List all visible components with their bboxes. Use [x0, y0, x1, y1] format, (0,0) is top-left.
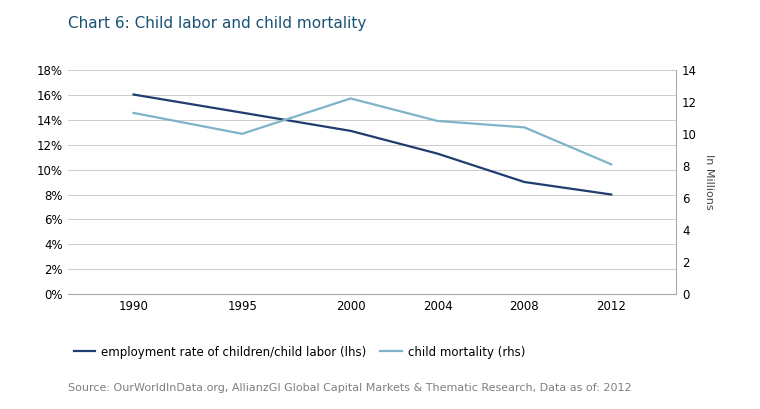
employment rate of children/child labor (lhs)	[433, 151, 442, 156]
employment rate of children/child labor (lhs)	[346, 128, 355, 133]
child mortality (rhs)	[238, 131, 247, 136]
Text: Chart 6: Child labor and child mortality: Chart 6: Child labor and child mortality	[68, 16, 367, 31]
child mortality (rhs)	[606, 162, 616, 167]
employment rate of children/child labor (lhs)	[606, 192, 616, 197]
child mortality (rhs)	[433, 119, 442, 124]
Line: child mortality (rhs): child mortality (rhs)	[134, 99, 611, 164]
employment rate of children/child labor (lhs)	[129, 92, 138, 97]
Y-axis label: In Millions: In Millions	[704, 154, 714, 210]
child mortality (rhs)	[129, 110, 138, 115]
employment rate of children/child labor (lhs)	[520, 180, 529, 184]
employment rate of children/child labor (lhs)	[238, 110, 247, 115]
Line: employment rate of children/child labor (lhs): employment rate of children/child labor …	[134, 94, 611, 195]
Text: Source: OurWorldInData.org, AllianzGI Global Capital Markets & Thematic Research: Source: OurWorldInData.org, AllianzGI Gl…	[68, 383, 632, 393]
child mortality (rhs)	[346, 96, 355, 101]
Legend: employment rate of children/child labor (lhs), child mortality (rhs): employment rate of children/child labor …	[69, 341, 530, 363]
child mortality (rhs)	[520, 125, 529, 130]
